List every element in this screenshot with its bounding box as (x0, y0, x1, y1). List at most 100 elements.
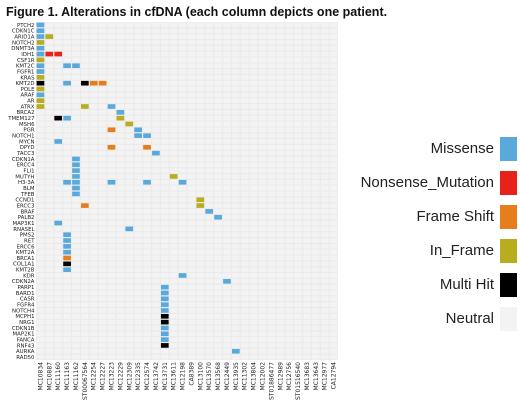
neutral-cell (116, 319, 125, 325)
neutral-cell (214, 197, 222, 203)
neutral-cell (205, 98, 214, 103)
neutral-cell (205, 226, 214, 232)
neutral-cell (134, 325, 142, 331)
neutral-cell (320, 75, 329, 80)
neutral-cell (107, 267, 116, 272)
neutral-cell (205, 214, 214, 220)
neutral-cell (134, 267, 142, 272)
neutral-cell (63, 226, 71, 232)
neutral-cell (36, 343, 45, 348)
neutral-cell (196, 354, 205, 360)
neutral-cell (178, 267, 187, 272)
neutral-cell (160, 238, 169, 243)
neutral-cell (152, 144, 160, 150)
neutral-cell (72, 249, 80, 255)
neutral-cell (285, 121, 293, 127)
neutral-cell (320, 57, 329, 63)
neutral-cell (294, 133, 302, 138)
neutral-cell (240, 197, 249, 203)
neutral-cell (294, 45, 302, 51)
neutral-cell (169, 226, 178, 232)
neutral-cell (329, 80, 338, 86)
neutral-cell (285, 150, 293, 156)
neutral-cell (134, 343, 142, 348)
neutral-cell (303, 156, 311, 162)
neutral-cell (178, 162, 187, 168)
neutral-cell (45, 255, 54, 261)
neutral-cell (303, 203, 311, 208)
neutral-cell (294, 319, 302, 325)
alteration-cell (160, 284, 169, 290)
neutral-cell (125, 156, 134, 162)
neutral-cell (81, 168, 89, 173)
neutral-cell (329, 255, 338, 261)
gene-label: FGFR4 (17, 303, 35, 309)
neutral-cell (223, 121, 231, 127)
neutral-cell (294, 40, 302, 45)
neutral-cell (285, 127, 293, 133)
neutral-cell (89, 45, 98, 51)
neutral-cell (311, 209, 320, 214)
neutral-cell (294, 162, 302, 168)
neutral-cell (36, 144, 45, 150)
neutral-cell (303, 34, 311, 39)
neutral-cell (311, 168, 320, 173)
neutral-cell (320, 313, 329, 319)
neutral-cell (320, 40, 329, 45)
neutral-cell (54, 40, 63, 45)
neutral-cell (311, 267, 320, 272)
alteration-cell (152, 150, 160, 156)
neutral-cell (240, 226, 249, 232)
neutral-cell (89, 354, 98, 360)
neutral-cell (160, 80, 169, 86)
neutral-cell (178, 185, 187, 191)
alteration-cell (107, 104, 116, 109)
neutral-cell (98, 185, 107, 191)
neutral-cell (72, 226, 80, 232)
neutral-cell (311, 337, 320, 342)
neutral-cell (63, 92, 71, 98)
neutral-cell (89, 273, 98, 278)
neutral-cell (187, 348, 196, 354)
patient-label: MC12198 (180, 362, 187, 391)
alteration-cell (36, 57, 45, 63)
neutral-cell (294, 313, 302, 319)
neutral-cell (267, 75, 276, 80)
neutral-cell (169, 179, 178, 185)
neutral-cell (187, 331, 196, 337)
neutral-cell (258, 348, 267, 354)
neutral-cell (214, 121, 222, 127)
alteration-cell (125, 121, 134, 127)
neutral-cell (81, 197, 89, 203)
neutral-cell (223, 354, 231, 360)
neutral-cell (54, 63, 63, 69)
neutral-cell (187, 308, 196, 313)
neutral-cell (98, 104, 107, 109)
neutral-cell (72, 127, 80, 133)
neutral-cell (36, 238, 45, 243)
neutral-cell (89, 261, 98, 267)
neutral-cell (178, 75, 187, 80)
neutral-cell (116, 51, 125, 57)
neutral-cell (89, 22, 98, 28)
neutral-cell (223, 45, 231, 51)
neutral-cell (311, 348, 320, 354)
neutral-cell (36, 220, 45, 226)
neutral-cell (240, 139, 249, 144)
neutral-cell (214, 337, 222, 342)
neutral-cell (223, 51, 231, 57)
neutral-cell (143, 348, 151, 354)
gene-label: ERCC6 (17, 244, 35, 250)
neutral-cell (258, 156, 267, 162)
neutral-cell (107, 40, 116, 45)
neutral-cell (303, 92, 311, 98)
neutral-cell (81, 191, 89, 197)
neutral-cell (152, 179, 160, 185)
neutral-cell (240, 57, 249, 63)
neutral-cell (285, 51, 293, 57)
neutral-cell (160, 168, 169, 173)
neutral-cell (54, 313, 63, 319)
neutral-cell (98, 267, 107, 272)
neutral-cell (232, 354, 240, 360)
neutral-cell (63, 203, 71, 208)
